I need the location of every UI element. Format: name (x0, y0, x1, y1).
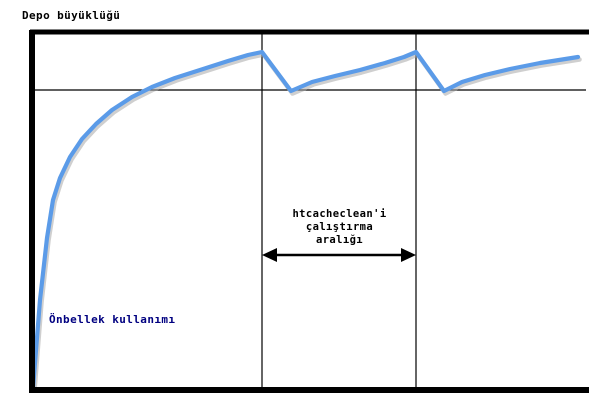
htcacheclean-interval-arrow (262, 248, 416, 262)
cache-usage-label: Önbellek kullanımı (49, 313, 176, 326)
annotation-line-1: htcacheclean'i (292, 208, 387, 220)
annotation-line-3: aralığı (315, 234, 364, 246)
cache-usage-curve (30, 49, 581, 391)
cache-usage-curve-shadow (32, 52, 582, 393)
annotation-line-2: çalıştırma (305, 221, 374, 233)
htcacheclean-interval-annotation: htcacheclean'i çalıştırma aralığı (262, 208, 417, 247)
storage-size-label: Depo büyüklüğü (22, 9, 121, 22)
